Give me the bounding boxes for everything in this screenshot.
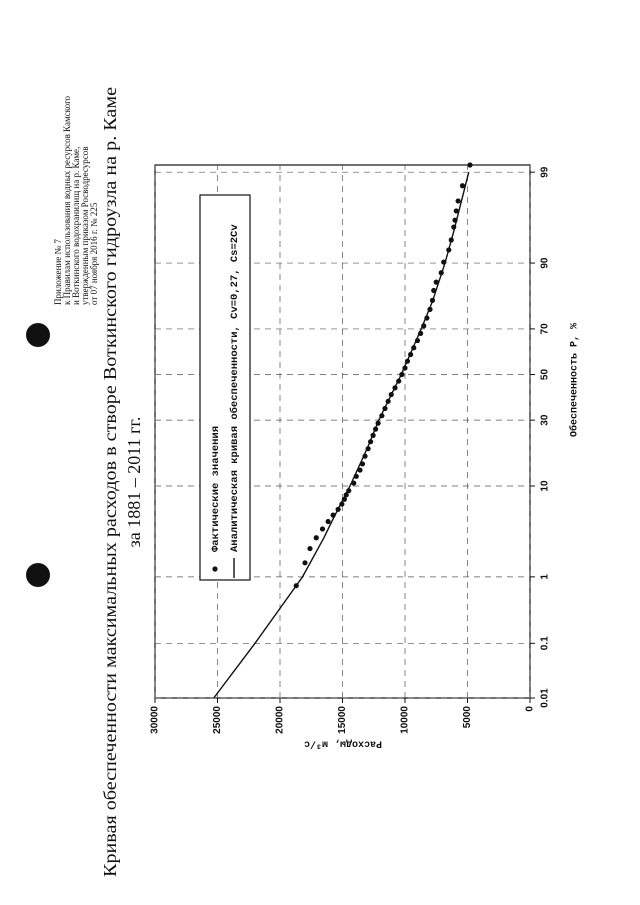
y-tick-label: 25000 — [212, 706, 223, 734]
legend-label: Фактические значения — [210, 426, 222, 552]
x-tick-label: 70 — [540, 323, 551, 335]
punch-hole — [26, 563, 50, 587]
x-tick-label: 90 — [540, 257, 551, 269]
data-point — [325, 518, 331, 525]
y-tick-label: 15000 — [337, 706, 348, 734]
data-point — [307, 545, 313, 552]
data-point — [455, 198, 461, 204]
punch-hole — [26, 323, 50, 347]
data-point — [313, 535, 319, 541]
x-tick-label: 10 — [540, 480, 551, 492]
y-axis-title: Расходы, м³/с — [304, 737, 382, 749]
x-tick-label: 50 — [540, 369, 551, 381]
chart-title: Кривая обеспеченности максимальных расхо… — [100, 87, 120, 877]
data-point — [302, 560, 308, 566]
note-line: к Правилам использования водных ресурсов… — [62, 95, 72, 305]
data-point — [319, 526, 326, 532]
data-point — [459, 183, 466, 189]
y-tick-label: 10000 — [400, 706, 411, 734]
y-tick-label: 30000 — [150, 706, 161, 734]
x-tick-label: 0.1 — [540, 636, 551, 650]
plot: 0 5000 10000 15000 20000 25000 30000 0.01 0.1 1 10… — [150, 162, 581, 749]
note-line: от 07 ноября 2016 г. № 225 — [89, 202, 99, 305]
data-point — [433, 279, 439, 285]
x-tick-label: 99 — [540, 166, 551, 178]
curve — [213, 172, 470, 699]
x-tick-label: 0.01 — [540, 688, 551, 708]
data-point — [467, 162, 473, 168]
y-tick-label: 0 — [525, 706, 536, 712]
note-line: Приложение № 7 — [53, 239, 63, 305]
legend-label: Аналитическая кривая обеспеченности, Cv=… — [228, 224, 241, 552]
legend-marker — [212, 566, 218, 572]
note-line: и Воткинского водохранилищ на р. Каме, — [71, 147, 81, 305]
x-tick-label: 1 — [540, 574, 551, 580]
data-point — [453, 208, 459, 214]
x-tick-label: 30 — [540, 414, 551, 426]
y-tick-label: 20000 — [275, 706, 286, 734]
y-tick-label: 5000 — [462, 706, 473, 729]
chart-subtitle: за 1881 – 2011 гг. — [124, 417, 144, 548]
x-axis-title: Обеспеченность Р, % — [568, 323, 581, 437]
data-point — [357, 467, 363, 473]
note-line: утвержденным приказом Росводресурсов — [80, 146, 90, 305]
legend-box — [199, 194, 251, 581]
